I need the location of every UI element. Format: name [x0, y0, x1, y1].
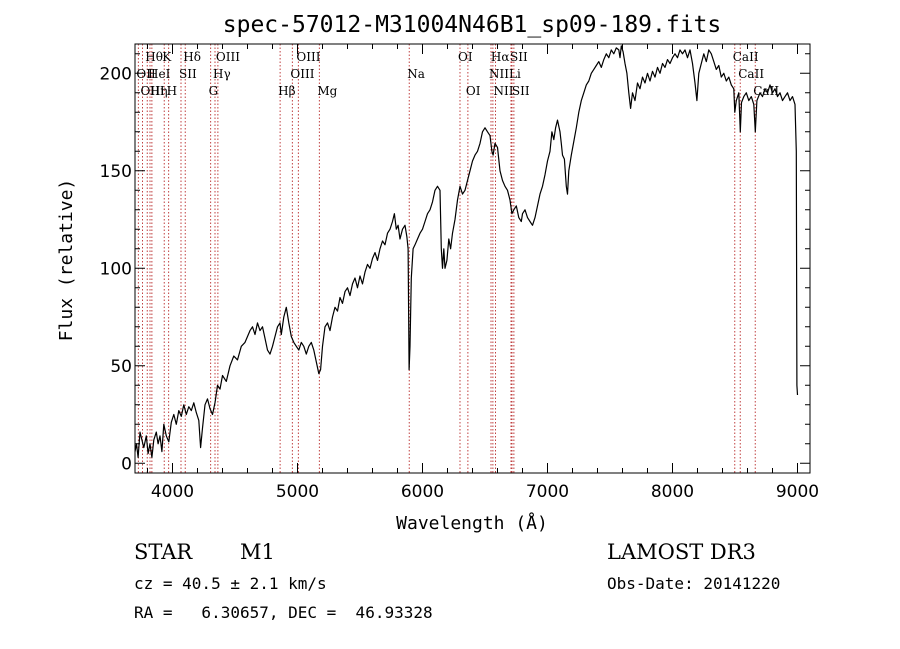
spectrum-series [134, 45, 799, 458]
line-marker-label: HeI [148, 67, 171, 81]
x-tick-label: 5000 [276, 482, 319, 502]
observation-date: Obs-Date: 20141220 [607, 574, 781, 593]
line-marker-label: Hδ [183, 50, 201, 64]
line-marker-label: OII [136, 67, 156, 81]
plot-axes [134, 43, 811, 474]
line-marker-label: Hη [150, 84, 168, 98]
line-marker-label: NII [494, 84, 514, 98]
object-subclass: M1 [240, 540, 275, 564]
redshift-value: cz = 40.5 ± 2.1 km/s [134, 574, 327, 593]
line-marker-label: OIII [141, 84, 165, 98]
object-class: STAR [134, 540, 193, 564]
sky-coordinates: RA = 6.30657, DEC = 46.93328 [134, 603, 433, 622]
line-marker-label: NII [489, 67, 509, 81]
line-marker-label: CaII [733, 50, 759, 64]
line-marker-label: Hβ [278, 84, 295, 98]
line-marker-label: Li [509, 67, 521, 81]
y-axis-label: Flux (relative) [56, 179, 77, 342]
x-tick-label: 9000 [776, 482, 819, 502]
line-marker-label: OI [466, 84, 481, 98]
line-marker-label: Mg [317, 84, 337, 98]
line-marker-label: SII [179, 67, 197, 81]
line-marker-label: Hγ [213, 67, 231, 81]
x-tick-label: 7000 [526, 482, 569, 502]
axis-ticks: 4000 5000 6000 7000 8000 9000 0 50 100 150 200 [100, 44, 819, 502]
plot-frame [134, 43, 811, 474]
survey-name: LAMOST DR3 [607, 540, 756, 564]
chart-title: spec-57012-M31004N46B1_sp09-189.fits [223, 12, 722, 38]
line-marker-label: K [162, 50, 172, 64]
line-marker-label: SII [512, 84, 530, 98]
y-tick-label: 100 [100, 259, 132, 279]
spectrum-line-0 [134, 45, 799, 458]
x-tick-label: 8000 [651, 482, 694, 502]
line-marker-label: Hθ [145, 50, 163, 64]
line-marker-label: OI [458, 50, 473, 64]
y-tick-label: 50 [110, 357, 132, 377]
line-marker-label: CaII [738, 67, 764, 81]
line-marker-label: OIII [290, 67, 314, 81]
line-marker-label: Na [407, 67, 425, 81]
line-marker-label: SII [510, 50, 528, 64]
line-marker-label: Hα [491, 50, 510, 64]
line-marker-label: OIII [296, 50, 320, 64]
x-axis-label: Wavelength (Å) [396, 512, 548, 534]
line-marker-label: H [167, 84, 177, 98]
x-tick-label: 4000 [151, 482, 194, 502]
y-tick-label: 0 [121, 454, 132, 474]
line-marker-label: OIII [216, 50, 240, 64]
x-tick-label: 6000 [401, 482, 444, 502]
y-tick-label: 150 [100, 162, 132, 182]
line-marker-label: G [209, 84, 219, 98]
y-tick-label: 200 [100, 64, 132, 84]
